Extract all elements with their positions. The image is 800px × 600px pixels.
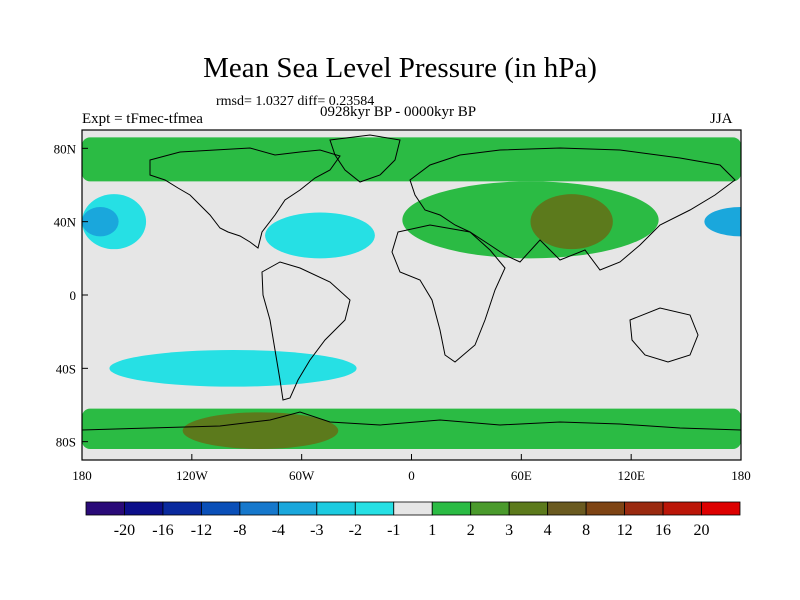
pressure-region-3 bbox=[530, 194, 613, 250]
colorbar-label: -16 bbox=[152, 522, 173, 539]
coastline-australia bbox=[629, 307, 699, 363]
colorbar-label: 16 bbox=[655, 522, 671, 539]
stats-label: rmsd= 1.0327 diff= 0.23584 bbox=[216, 94, 375, 109]
coastline-south-america bbox=[261, 261, 351, 401]
colorbar-swatch bbox=[662, 501, 702, 516]
colorbar-label: -8 bbox=[233, 522, 246, 539]
colorbar-swatch bbox=[354, 501, 395, 516]
colorbar-swatch bbox=[701, 501, 741, 516]
season-label: JJA bbox=[710, 111, 733, 127]
x-tick-label: 0 bbox=[408, 468, 415, 483]
colorbar-label: 3 bbox=[505, 522, 513, 539]
colorbar-swatch bbox=[277, 501, 318, 516]
colorbar-swatch bbox=[624, 501, 664, 516]
colorbar-swatch bbox=[547, 501, 587, 516]
colorbar-label: 20 bbox=[694, 522, 710, 539]
colorbar-swatch bbox=[393, 501, 433, 516]
colorbar-swatch bbox=[85, 501, 125, 516]
y-axis: 80N 40N 0 40S 80S bbox=[54, 141, 88, 450]
colorbar-label: 8 bbox=[582, 522, 590, 539]
coastline-layer bbox=[82, 134, 741, 431]
colorbar-swatch bbox=[585, 501, 625, 516]
x-tick-label: 120E bbox=[617, 468, 645, 483]
y-tick-label: 40N bbox=[54, 215, 77, 230]
colorbar-label: 2 bbox=[467, 522, 475, 539]
x-tick-label: 180 bbox=[72, 468, 92, 483]
pressure-region-4 bbox=[182, 412, 339, 449]
x-axis: 180 120W 60W 0 60E 120E 180 bbox=[72, 454, 751, 483]
colorbar-label: -4 bbox=[272, 522, 285, 539]
pressure-region-dateline-east bbox=[704, 207, 741, 237]
pressure-region-6 bbox=[265, 212, 375, 259]
map-fill-layer bbox=[82, 130, 741, 460]
coastline-north-america bbox=[149, 147, 341, 249]
colorbar-label: -12 bbox=[191, 522, 212, 539]
x-tick-label: 60W bbox=[289, 468, 315, 483]
period-label: 0928kyr BP - 0000kyr BP bbox=[320, 104, 477, 120]
colorbar-swatch bbox=[124, 501, 164, 516]
y-tick-label: 80S bbox=[56, 435, 76, 450]
coastline-antarctica bbox=[82, 411, 741, 431]
colorbar-swatch bbox=[201, 501, 241, 516]
pressure-region-7 bbox=[109, 350, 357, 387]
colorbar-label: -1 bbox=[387, 522, 400, 539]
coastline-eurasia bbox=[409, 147, 736, 271]
colorbar-swatch bbox=[508, 501, 549, 516]
x-tick-label: 60E bbox=[511, 468, 532, 483]
pressure-region-1 bbox=[402, 181, 659, 259]
colorbar-swatch bbox=[431, 501, 472, 516]
colorbar-swatch bbox=[239, 501, 279, 516]
colorbar-label: -3 bbox=[310, 522, 323, 539]
coastline-africa bbox=[391, 224, 506, 363]
colorbar-label: 4 bbox=[544, 522, 552, 539]
pressure-region-2 bbox=[82, 408, 741, 449]
coastline-greenland bbox=[329, 134, 401, 183]
colorbar-label: 1 bbox=[428, 522, 436, 539]
colorbar-label: -2 bbox=[349, 522, 362, 539]
y-tick-label: 80N bbox=[54, 141, 77, 156]
colorbar-swatch bbox=[470, 501, 510, 516]
colorbar-swatch bbox=[162, 501, 202, 516]
colorbar: -20 -16 -12 -8 -4 -3 -2 -1 1 2 3 4 8 12 16 20 bbox=[85, 501, 741, 539]
x-tick-label: 180 bbox=[731, 468, 751, 483]
y-tick-label: 0 bbox=[70, 288, 77, 303]
pressure-region-0 bbox=[82, 137, 741, 182]
colorbar-swatch bbox=[316, 501, 356, 516]
x-tick-label: 120W bbox=[176, 468, 209, 483]
experiment-label: Expt = tFmec-tfmea bbox=[82, 111, 203, 127]
pressure-region-8 bbox=[82, 207, 119, 237]
chart-title: Mean Sea Level Pressure (in hPa) bbox=[203, 52, 597, 84]
y-tick-label: 40S bbox=[56, 361, 76, 376]
colorbar-label: 12 bbox=[617, 522, 633, 539]
colorbar-label: -20 bbox=[114, 522, 135, 539]
